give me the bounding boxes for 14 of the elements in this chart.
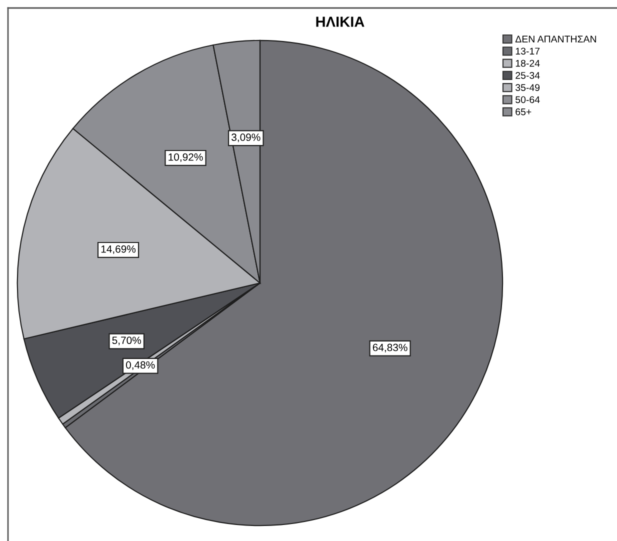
legend-label: 13-17 bbox=[516, 48, 540, 55]
legend-label: 25-34 bbox=[516, 72, 540, 79]
data-label: 14,69% bbox=[101, 245, 136, 254]
legend-label: 35-49 bbox=[516, 84, 540, 91]
data-label: 5,70% bbox=[112, 336, 142, 346]
chart-title: ΗΛΙΚΙΑ bbox=[316, 16, 364, 27]
data-label: 3,09% bbox=[232, 134, 260, 142]
legend-label: 50-64 bbox=[516, 96, 540, 104]
legend-label: 18-24 bbox=[516, 60, 540, 67]
legend-label: 65+ bbox=[516, 108, 532, 116]
data-label: 10,92% bbox=[168, 153, 203, 162]
data-label: 0,48% bbox=[126, 361, 155, 370]
data-label: 64,83% bbox=[372, 344, 408, 352]
legend-label: ΔΕΝ ΑΠΑΝΤΗΣΑΝ bbox=[515, 36, 596, 42]
